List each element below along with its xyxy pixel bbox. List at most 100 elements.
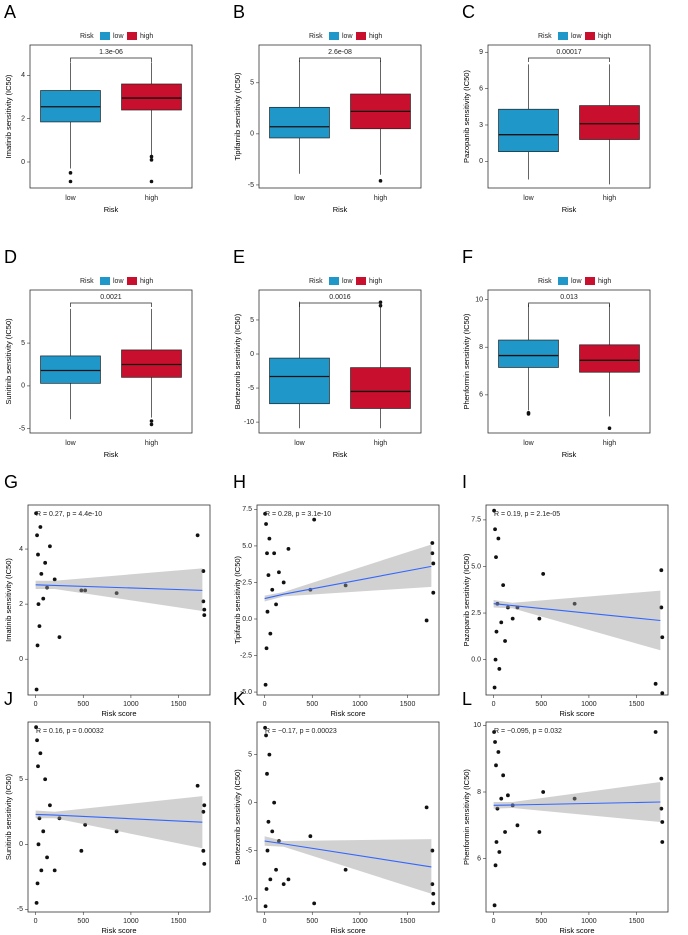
point <box>268 631 273 636</box>
point <box>34 725 38 730</box>
box <box>121 349 182 378</box>
point <box>263 511 267 516</box>
y-tick-label: -5 <box>248 385 254 392</box>
x-tick-label: 1000 <box>352 701 368 708</box>
y-axis-title: Pazopanib sensitivity (IC50) <box>462 70 471 163</box>
plot-border <box>29 44 193 189</box>
x-tick-label: low <box>294 440 305 447</box>
x-tick-label: high <box>374 195 387 202</box>
point <box>195 533 200 538</box>
y-tick-label: 0 <box>19 841 23 848</box>
panel-letter: G <box>4 472 18 492</box>
point <box>492 685 497 690</box>
confidence-band <box>264 836 432 894</box>
point <box>499 796 504 801</box>
correlation-label: R = 0.19, p = 2.1e-05 <box>494 511 560 518</box>
p-bracket <box>528 57 610 62</box>
point <box>264 646 269 651</box>
point <box>277 839 281 843</box>
plot-border <box>256 504 440 696</box>
point <box>36 842 41 847</box>
x-axis-title: Risk score <box>559 926 594 935</box>
point <box>431 901 436 906</box>
panel-letter: K <box>233 689 245 709</box>
point <box>265 551 269 556</box>
x-tick-label: 1000 <box>581 701 597 708</box>
point <box>492 730 496 734</box>
point <box>52 868 57 873</box>
point <box>499 620 504 625</box>
legend-key <box>329 32 339 40</box>
p-bracket <box>528 302 610 307</box>
point <box>659 605 664 610</box>
point <box>36 602 41 607</box>
point <box>57 816 62 821</box>
legend-key <box>100 277 110 285</box>
x-tick-label: 500 <box>306 701 318 708</box>
point <box>38 751 43 756</box>
plot-border <box>485 504 669 696</box>
panel-letter: C <box>462 2 475 22</box>
y-tick-label: -5.0 <box>240 689 252 696</box>
legend-label: low <box>113 278 124 285</box>
point <box>274 867 278 872</box>
x-tick-label: 0 <box>492 918 496 925</box>
point <box>343 583 348 588</box>
point <box>45 585 49 590</box>
outlier <box>149 154 154 159</box>
correlation-label: R = −0.095, p = 0.032 <box>494 728 562 735</box>
plot-border <box>485 721 669 913</box>
point <box>39 571 44 576</box>
y-tick-label: 9 <box>479 49 483 56</box>
y-tick-label: 0 <box>21 383 25 390</box>
panel-letter: F <box>462 247 473 267</box>
y-tick-label: -5 <box>248 182 254 189</box>
confidence-band <box>264 544 432 602</box>
legend-key <box>127 277 137 285</box>
fit-line <box>35 584 203 591</box>
point <box>201 809 206 814</box>
y-axis-title: Imatinib sensitivity (IC50) <box>4 74 13 158</box>
y-tick-label: 3 <box>479 122 483 129</box>
point <box>39 868 44 873</box>
point <box>572 601 577 606</box>
x-tick-label: low <box>294 195 305 202</box>
legend-label: high <box>140 278 153 285</box>
point <box>57 635 62 640</box>
point <box>114 829 119 834</box>
point <box>286 877 291 882</box>
point <box>493 863 498 868</box>
x-tick-label: 0 <box>263 701 267 708</box>
point <box>424 618 429 623</box>
x-tick-label: 1500 <box>629 701 645 708</box>
point <box>510 616 515 621</box>
y-tick-label: 0 <box>479 158 483 165</box>
point <box>272 800 277 805</box>
plot-border <box>487 44 651 189</box>
x-tick-label: 1000 <box>123 701 139 708</box>
y-tick-label: 10 <box>475 296 483 303</box>
point <box>83 588 88 593</box>
point <box>79 588 84 593</box>
legend-title: Risk <box>538 33 552 40</box>
legend-key <box>558 32 568 40</box>
x-tick-label: 1500 <box>629 918 645 925</box>
y-tick-label: 2 <box>21 116 25 123</box>
point <box>265 848 270 853</box>
x-axis-title: Risk score <box>101 709 136 718</box>
x-axis-title: Risk <box>333 450 348 459</box>
correlation-label: R = 0.16, p = 0.00032 <box>36 728 104 735</box>
x-tick-label: high <box>145 440 158 447</box>
point <box>36 552 40 557</box>
panel-letter: H <box>233 472 246 492</box>
p-value: 0.0021 <box>100 294 122 301</box>
y-axis-title: Bortezomib sensitivity (IC50) <box>233 769 242 865</box>
point <box>272 551 277 556</box>
point <box>431 891 436 896</box>
point <box>541 790 546 794</box>
x-axis-title: Risk <box>104 450 119 459</box>
x-tick-label: 500 <box>77 701 89 708</box>
point <box>494 840 499 844</box>
panel-letter: E <box>233 247 245 267</box>
point <box>37 816 42 821</box>
